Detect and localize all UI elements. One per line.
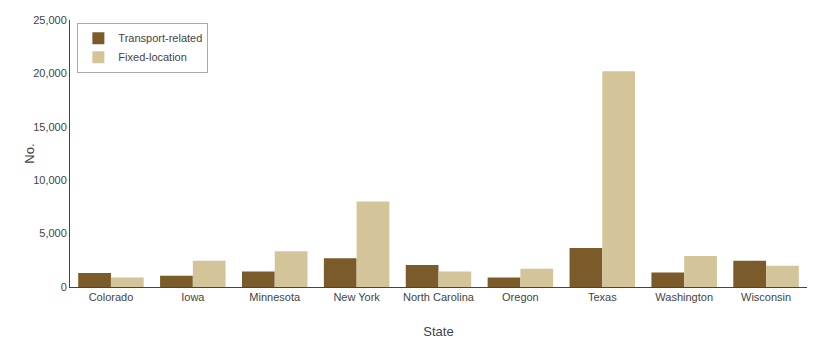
svg-text:Fixed-location: Fixed-location bbox=[118, 51, 186, 63]
svg-text:Iowa: Iowa bbox=[181, 291, 205, 303]
svg-text:Colorado: Colorado bbox=[89, 291, 134, 303]
svg-text:20,000: 20,000 bbox=[33, 67, 67, 79]
svg-text:0: 0 bbox=[61, 281, 67, 293]
svg-text:State: State bbox=[423, 324, 453, 339]
svg-text:Oregon: Oregon bbox=[502, 291, 539, 303]
svg-text:Texas: Texas bbox=[588, 291, 617, 303]
svg-text:Minnesota: Minnesota bbox=[249, 291, 301, 303]
svg-text:10,000: 10,000 bbox=[33, 174, 67, 186]
svg-text:15,000: 15,000 bbox=[33, 121, 67, 133]
svg-text:5,000: 5,000 bbox=[39, 227, 67, 239]
svg-text:25,000: 25,000 bbox=[33, 14, 67, 26]
svg-text:Wisconsin: Wisconsin bbox=[741, 291, 791, 303]
svg-text:Washington: Washington bbox=[655, 291, 713, 303]
svg-text:Transport-related: Transport-related bbox=[118, 32, 202, 44]
svg-text:No.: No. bbox=[22, 143, 37, 163]
svg-text:New York: New York bbox=[333, 291, 380, 303]
svg-text:North Carolina: North Carolina bbox=[403, 291, 475, 303]
